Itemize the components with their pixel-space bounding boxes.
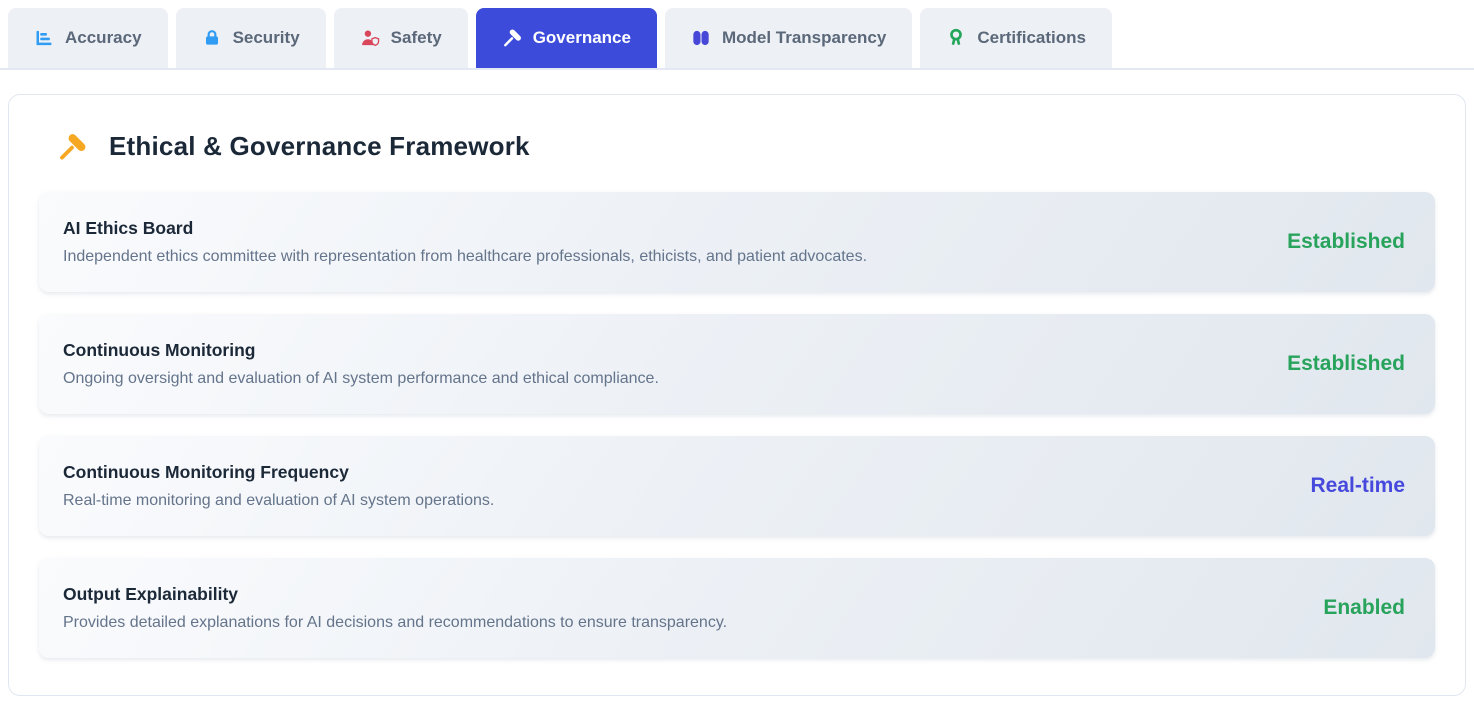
item-title: Continuous Monitoring Frequency <box>63 462 349 482</box>
status-badge: Enabled <box>1323 596 1405 619</box>
tab-safety[interactable]: Safety <box>333 8 468 68</box>
gavel-icon <box>502 28 522 48</box>
award-icon <box>946 28 966 48</box>
panel-heading: Ethical & Governance Framework <box>39 131 1435 162</box>
tab-security[interactable]: Security <box>175 8 326 68</box>
brain-icon <box>691 28 711 48</box>
status-badge: Established <box>1287 230 1405 253</box>
item-title: Output Explainability <box>63 584 239 604</box>
governance-panel: Ethical & Governance Framework AI Ethics… <box>8 94 1466 696</box>
page-title: Ethical & Governance Framework <box>109 131 530 161</box>
status-badge: Real-time <box>1310 474 1405 497</box>
item-title: AI Ethics Board <box>63 218 194 238</box>
governance-item-list: AI Ethics Board Independent ethics commi… <box>39 192 1435 658</box>
tab-certifications[interactable]: Certifications <box>920 8 1112 68</box>
list-item: Output Explainability Provides detailed … <box>39 558 1435 658</box>
tab-label: Certifications <box>977 28 1086 47</box>
tab-label: Safety <box>390 28 442 47</box>
item-description: Ongoing oversight and evaluation of AI s… <box>63 370 659 387</box>
tab-bar: Accuracy Security Safety Governa <box>0 0 1474 70</box>
list-item: Continuous Monitoring Frequency Real-tim… <box>39 436 1435 536</box>
tab-label: Governance <box>532 28 631 47</box>
bar-chart-icon <box>34 28 54 48</box>
item-description: Independent ethics committee with repres… <box>63 248 868 265</box>
user-shield-icon <box>360 28 380 48</box>
item-title: Continuous Monitoring <box>63 340 256 360</box>
tab-label: Accuracy <box>65 28 142 47</box>
tab-label: Model Transparency <box>721 28 887 47</box>
tab-model-transparency[interactable]: Model Transparency <box>664 8 913 68</box>
tab-label: Security <box>232 28 300 47</box>
status-badge: Established <box>1287 352 1405 375</box>
list-item: AI Ethics Board Independent ethics commi… <box>39 192 1435 292</box>
tab-governance[interactable]: Governance <box>475 8 657 68</box>
item-description: Real-time monitoring and evaluation of A… <box>63 492 495 509</box>
gavel-icon <box>57 132 87 162</box>
lock-icon <box>202 28 222 48</box>
tab-accuracy[interactable]: Accuracy <box>8 8 168 68</box>
item-description: Provides detailed explanations for AI de… <box>63 614 728 631</box>
list-item: Continuous Monitoring Ongoing oversight … <box>39 314 1435 414</box>
